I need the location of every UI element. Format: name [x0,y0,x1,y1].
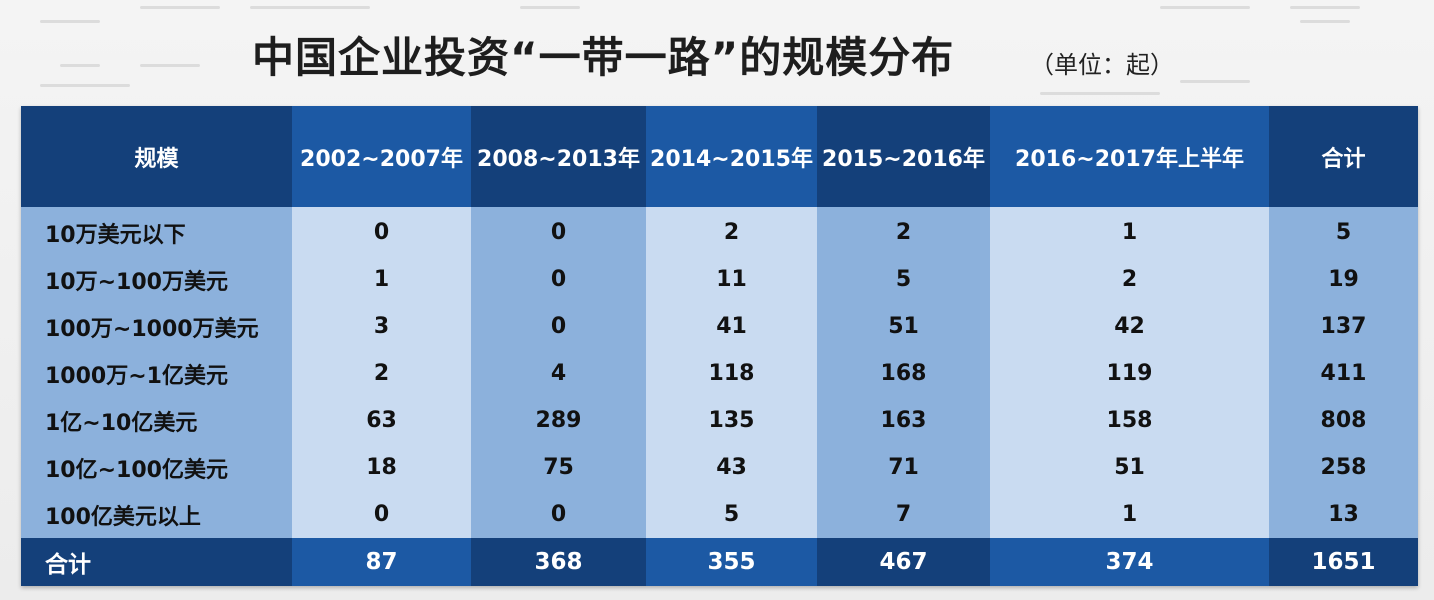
table-cell: 4 [471,350,646,397]
table-cell: 2 [646,207,817,256]
table-cell: 411 [1269,350,1418,397]
table-cell: 18 [292,444,471,491]
row-label: 100亿美元以上 [21,491,292,538]
table-cell: 163 [817,397,990,444]
table-cell: 5 [1269,207,1418,256]
table-cell: 2 [990,256,1269,303]
table-cell: 289 [471,397,646,444]
row-label: 1亿~10亿美元 [21,397,292,444]
table-cell: 51 [990,444,1269,491]
total-cell: 467 [817,538,990,586]
table-cell: 75 [471,444,646,491]
table-cell: 1 [990,207,1269,256]
total-cell: 87 [292,538,471,586]
header-cell-2002-2007: 2002~2007年 [292,106,471,207]
table-cell: 0 [471,491,646,538]
total-cell: 355 [646,538,817,586]
table-row: 10万美元以下 0 0 2 2 1 5 [21,207,1418,256]
table-cell: 13 [1269,491,1418,538]
table-cell: 0 [471,256,646,303]
table-cell: 71 [817,444,990,491]
header-cell-2014-2015: 2014~2015年 [646,106,817,207]
row-label: 10万~100万美元 [21,256,292,303]
header-cell-total: 合计 [1269,106,1418,207]
total-cell: 374 [990,538,1269,586]
data-table: 规模 2002~2007年 2008~2013年 2014~2015年 2015… [21,106,1418,586]
table-cell: 158 [990,397,1269,444]
header-cell-2016-2017h1: 2016~2017年上半年 [990,106,1269,207]
table-row: 100亿美元以上 0 0 5 7 1 13 [21,491,1418,538]
total-label: 合计 [21,538,292,586]
table-cell: 0 [471,303,646,350]
table-cell: 3 [292,303,471,350]
unit-label: （单位：起） [1030,51,1174,79]
total-cell: 368 [471,538,646,586]
table-cell: 808 [1269,397,1418,444]
table-cell: 258 [1269,444,1418,491]
table-cell: 137 [1269,303,1418,350]
total-row: 合计 87 368 355 467 374 1651 [21,538,1418,586]
table-row: 1000万~1亿美元 2 4 118 168 119 411 [21,350,1418,397]
table-cell: 0 [292,491,471,538]
table-cell: 51 [817,303,990,350]
background-texture [0,0,1434,110]
table-cell: 5 [646,491,817,538]
header-cell-2008-2013: 2008~2013年 [471,106,646,207]
table-cell: 43 [646,444,817,491]
table-cell: 135 [646,397,817,444]
table-cell: 11 [646,256,817,303]
table-cell: 7 [817,491,990,538]
row-label: 1000万~1亿美元 [21,350,292,397]
page-title: 中国企业投资“一带一路”的规模分布 [252,33,955,82]
total-cell: 1651 [1269,538,1418,586]
table-row: 10亿~100亿美元 18 75 43 71 51 258 [21,444,1418,491]
header-cell-scale: 规模 [21,106,292,207]
table-cell: 0 [471,207,646,256]
table-cell: 2 [292,350,471,397]
data-table-container: 规模 2002~2007年 2008~2013年 2014~2015年 2015… [21,106,1418,586]
table-cell: 2 [817,207,990,256]
table-cell: 63 [292,397,471,444]
table-cell: 5 [817,256,990,303]
table-cell: 119 [990,350,1269,397]
table-cell: 1 [990,491,1269,538]
table-cell: 41 [646,303,817,350]
table-cell: 118 [646,350,817,397]
row-label: 10亿~100亿美元 [21,444,292,491]
header-row: 规模 2002~2007年 2008~2013年 2014~2015年 2015… [21,106,1418,207]
table-cell: 168 [817,350,990,397]
table-cell: 42 [990,303,1269,350]
table-row: 10万~100万美元 1 0 11 5 2 19 [21,256,1418,303]
table-row: 1亿~10亿美元 63 289 135 163 158 808 [21,397,1418,444]
table-cell: 1 [292,256,471,303]
row-label: 10万美元以下 [21,207,292,256]
row-label: 100万~1000万美元 [21,303,292,350]
table-cell: 0 [292,207,471,256]
table-row: 100万~1000万美元 3 0 41 51 42 137 [21,303,1418,350]
header-cell-2015-2016: 2015~2016年 [817,106,990,207]
table-cell: 19 [1269,256,1418,303]
